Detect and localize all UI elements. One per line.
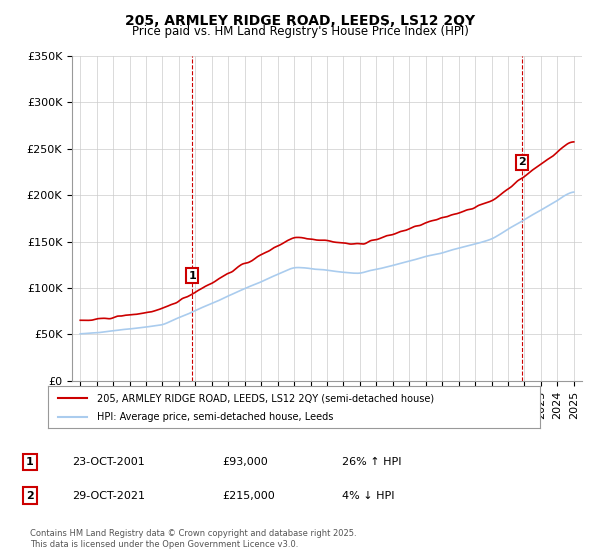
Text: 1: 1 (188, 270, 196, 281)
Text: 1: 1 (26, 457, 34, 467)
Text: 2: 2 (26, 491, 34, 501)
Text: Price paid vs. HM Land Registry's House Price Index (HPI): Price paid vs. HM Land Registry's House … (131, 25, 469, 38)
Text: Contains HM Land Registry data © Crown copyright and database right 2025.
This d: Contains HM Land Registry data © Crown c… (30, 529, 356, 549)
Text: 205, ARMLEY RIDGE ROAD, LEEDS, LS12 2QY: 205, ARMLEY RIDGE ROAD, LEEDS, LS12 2QY (125, 14, 475, 28)
Text: £93,000: £93,000 (222, 457, 268, 467)
Text: HPI: Average price, semi-detached house, Leeds: HPI: Average price, semi-detached house,… (97, 412, 334, 422)
Text: 23-OCT-2001: 23-OCT-2001 (72, 457, 145, 467)
Text: 26% ↑ HPI: 26% ↑ HPI (342, 457, 401, 467)
Text: 205, ARMLEY RIDGE ROAD, LEEDS, LS12 2QY (semi-detached house): 205, ARMLEY RIDGE ROAD, LEEDS, LS12 2QY … (97, 393, 434, 403)
Text: £215,000: £215,000 (222, 491, 275, 501)
Text: 29-OCT-2021: 29-OCT-2021 (72, 491, 145, 501)
Text: 4% ↓ HPI: 4% ↓ HPI (342, 491, 395, 501)
Text: 2: 2 (518, 157, 526, 167)
